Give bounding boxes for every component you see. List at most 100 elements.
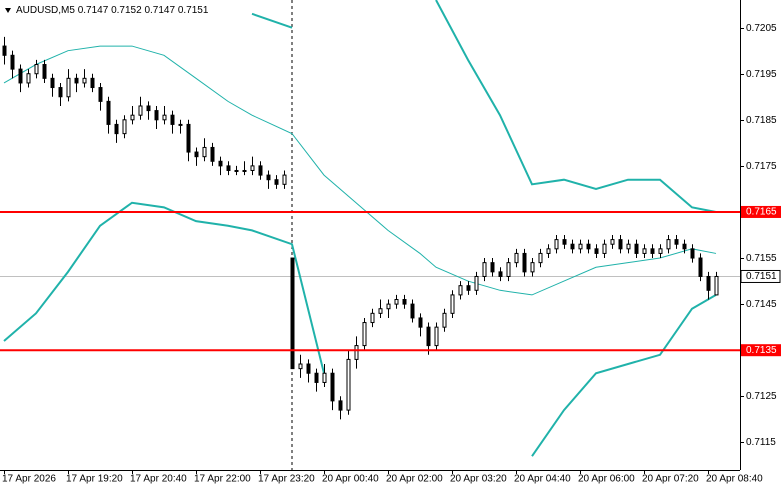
candle-body xyxy=(506,262,511,277)
symbol: AUDUSD,M5 xyxy=(16,5,75,16)
candle-body xyxy=(170,114,175,125)
candle-body xyxy=(674,239,679,245)
candle-body xyxy=(218,160,223,167)
y-tick-label: 0.7195 xyxy=(746,69,777,80)
y-tick-label: 0.7205 xyxy=(746,23,777,34)
candle-body xyxy=(250,165,255,171)
candle-body xyxy=(18,68,23,84)
y-tick-label: 0.7115 xyxy=(746,437,776,448)
candle-body xyxy=(594,248,599,254)
candle-body xyxy=(90,77,95,89)
candle-body xyxy=(434,326,439,347)
chart-header: AUDUSD,M5 0.7147 0.7152 0.7147 0.7151 xyxy=(16,5,209,16)
candle-body xyxy=(162,114,167,121)
candle-body xyxy=(498,271,503,277)
candle-body xyxy=(66,77,71,98)
candle-body xyxy=(698,257,703,277)
candle-body xyxy=(426,326,431,347)
candle-body xyxy=(554,239,559,250)
candle-body xyxy=(378,308,383,314)
candle-body xyxy=(410,303,415,319)
candle-body xyxy=(146,105,151,112)
candle-body xyxy=(258,165,263,176)
band-middle xyxy=(3,45,717,296)
candle-body xyxy=(226,165,231,171)
candle-body xyxy=(362,322,367,347)
level-label: 0.7165 xyxy=(746,207,777,218)
candle-body xyxy=(10,54,15,70)
y-tick-label: 0.7155 xyxy=(746,253,777,264)
candle-body xyxy=(82,77,87,84)
candle-body xyxy=(714,275,719,296)
x-tick-label: 20 Apr 08:40 xyxy=(706,474,763,485)
candle-body xyxy=(650,248,655,254)
y-tick-label: 0.7125 xyxy=(746,391,777,402)
candle-body xyxy=(314,372,319,383)
candle-body xyxy=(234,169,239,172)
candle-body xyxy=(138,105,143,116)
candle-body xyxy=(178,123,183,126)
candle-body xyxy=(202,146,207,158)
y-tick-label: 0.7175 xyxy=(746,161,777,172)
y-tick-label: 0.7185 xyxy=(746,115,777,126)
candle-body xyxy=(474,275,479,291)
candle-body xyxy=(682,243,687,250)
candle-body xyxy=(562,239,567,245)
candle-body xyxy=(338,400,343,411)
candle-body xyxy=(482,262,487,277)
candle-body xyxy=(58,87,63,98)
candle-body xyxy=(290,257,295,370)
candle-body xyxy=(394,299,399,305)
x-tick-label: 20 Apr 06:00 xyxy=(578,474,635,485)
x-tick-label: 20 Apr 02:00 xyxy=(386,474,443,485)
candle-body xyxy=(346,358,351,411)
candle-body xyxy=(602,243,607,254)
candle-body xyxy=(370,312,375,324)
x-tick-label: 17 Apr 19:20 xyxy=(66,474,123,485)
candle-body xyxy=(690,248,695,259)
candle-body xyxy=(546,248,551,254)
candle-body xyxy=(450,294,455,314)
candle-body xyxy=(130,114,135,121)
candle-body xyxy=(98,87,103,102)
candle-body xyxy=(266,174,271,181)
candle-body xyxy=(642,248,647,254)
candle-body xyxy=(154,110,159,121)
candle-body xyxy=(74,77,79,84)
candle-body xyxy=(530,262,535,273)
candle-body xyxy=(322,372,327,383)
x-tick-label: 20 Apr 04:40 xyxy=(514,474,571,485)
candle-body xyxy=(442,312,447,328)
current-price-label: 0.7151 xyxy=(746,271,777,282)
candle-body xyxy=(626,243,631,250)
candle-body xyxy=(330,372,335,402)
candle-body xyxy=(522,252,527,273)
x-tick-label: 20 Apr 07:20 xyxy=(642,474,699,485)
x-tick-label: 17 Apr 22:00 xyxy=(194,474,251,485)
candle-body xyxy=(242,169,247,172)
candle-body xyxy=(458,285,463,296)
low: 0.7147 xyxy=(144,5,175,16)
candle-body xyxy=(354,345,359,360)
candle-body xyxy=(106,100,111,125)
candle-body xyxy=(282,174,287,185)
candle-body xyxy=(122,119,127,135)
candle-body xyxy=(26,73,31,84)
level-label-box xyxy=(741,205,781,218)
x-tick-label: 17 Apr 20:40 xyxy=(130,474,187,485)
candle-body xyxy=(618,239,623,250)
candle-body xyxy=(34,64,39,75)
high: 0.7152 xyxy=(111,5,142,16)
candle-body xyxy=(466,285,471,291)
candle-body xyxy=(658,248,663,254)
band-upper xyxy=(251,0,717,213)
candle-body xyxy=(402,299,407,305)
candle-body xyxy=(42,64,47,79)
candle-body xyxy=(186,123,191,153)
candle-body xyxy=(2,45,7,56)
candle-body xyxy=(274,179,279,185)
menu-arrow[interactable] xyxy=(5,8,11,13)
band-lower xyxy=(3,201,717,457)
